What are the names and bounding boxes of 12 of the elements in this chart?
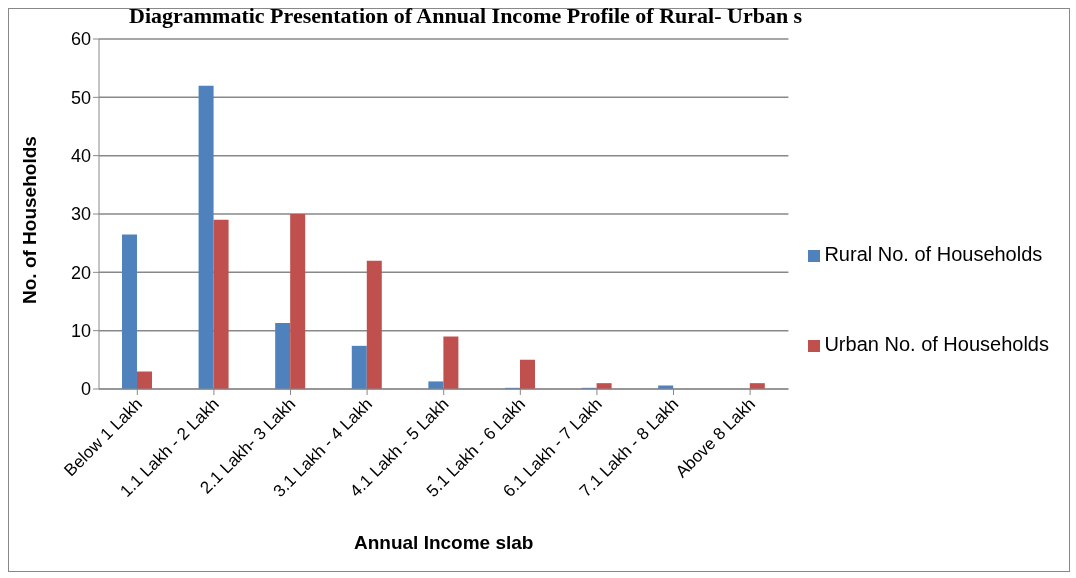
y-tick-label: 10 — [70, 321, 91, 342]
y-tick-label: 20 — [70, 262, 91, 283]
y-axis-title: No. of Households — [18, 136, 40, 304]
x-axis-title: Annual Income slab — [353, 532, 534, 553]
y-tick-label: 40 — [70, 146, 91, 167]
chart-title: Diagrammatic Presentation of Annual Income Profile of Rural- Urban s — [129, 3, 803, 29]
y-tick-label: 50 — [70, 87, 91, 108]
y-tick-label: 60 — [70, 29, 91, 50]
y-tick-label: 0 — [80, 379, 91, 400]
legend-label: Urban No. of Households — [824, 333, 1049, 355]
y-tick-label: 30 — [70, 204, 91, 225]
legend-label: Rural No. of Households — [824, 243, 1043, 265]
